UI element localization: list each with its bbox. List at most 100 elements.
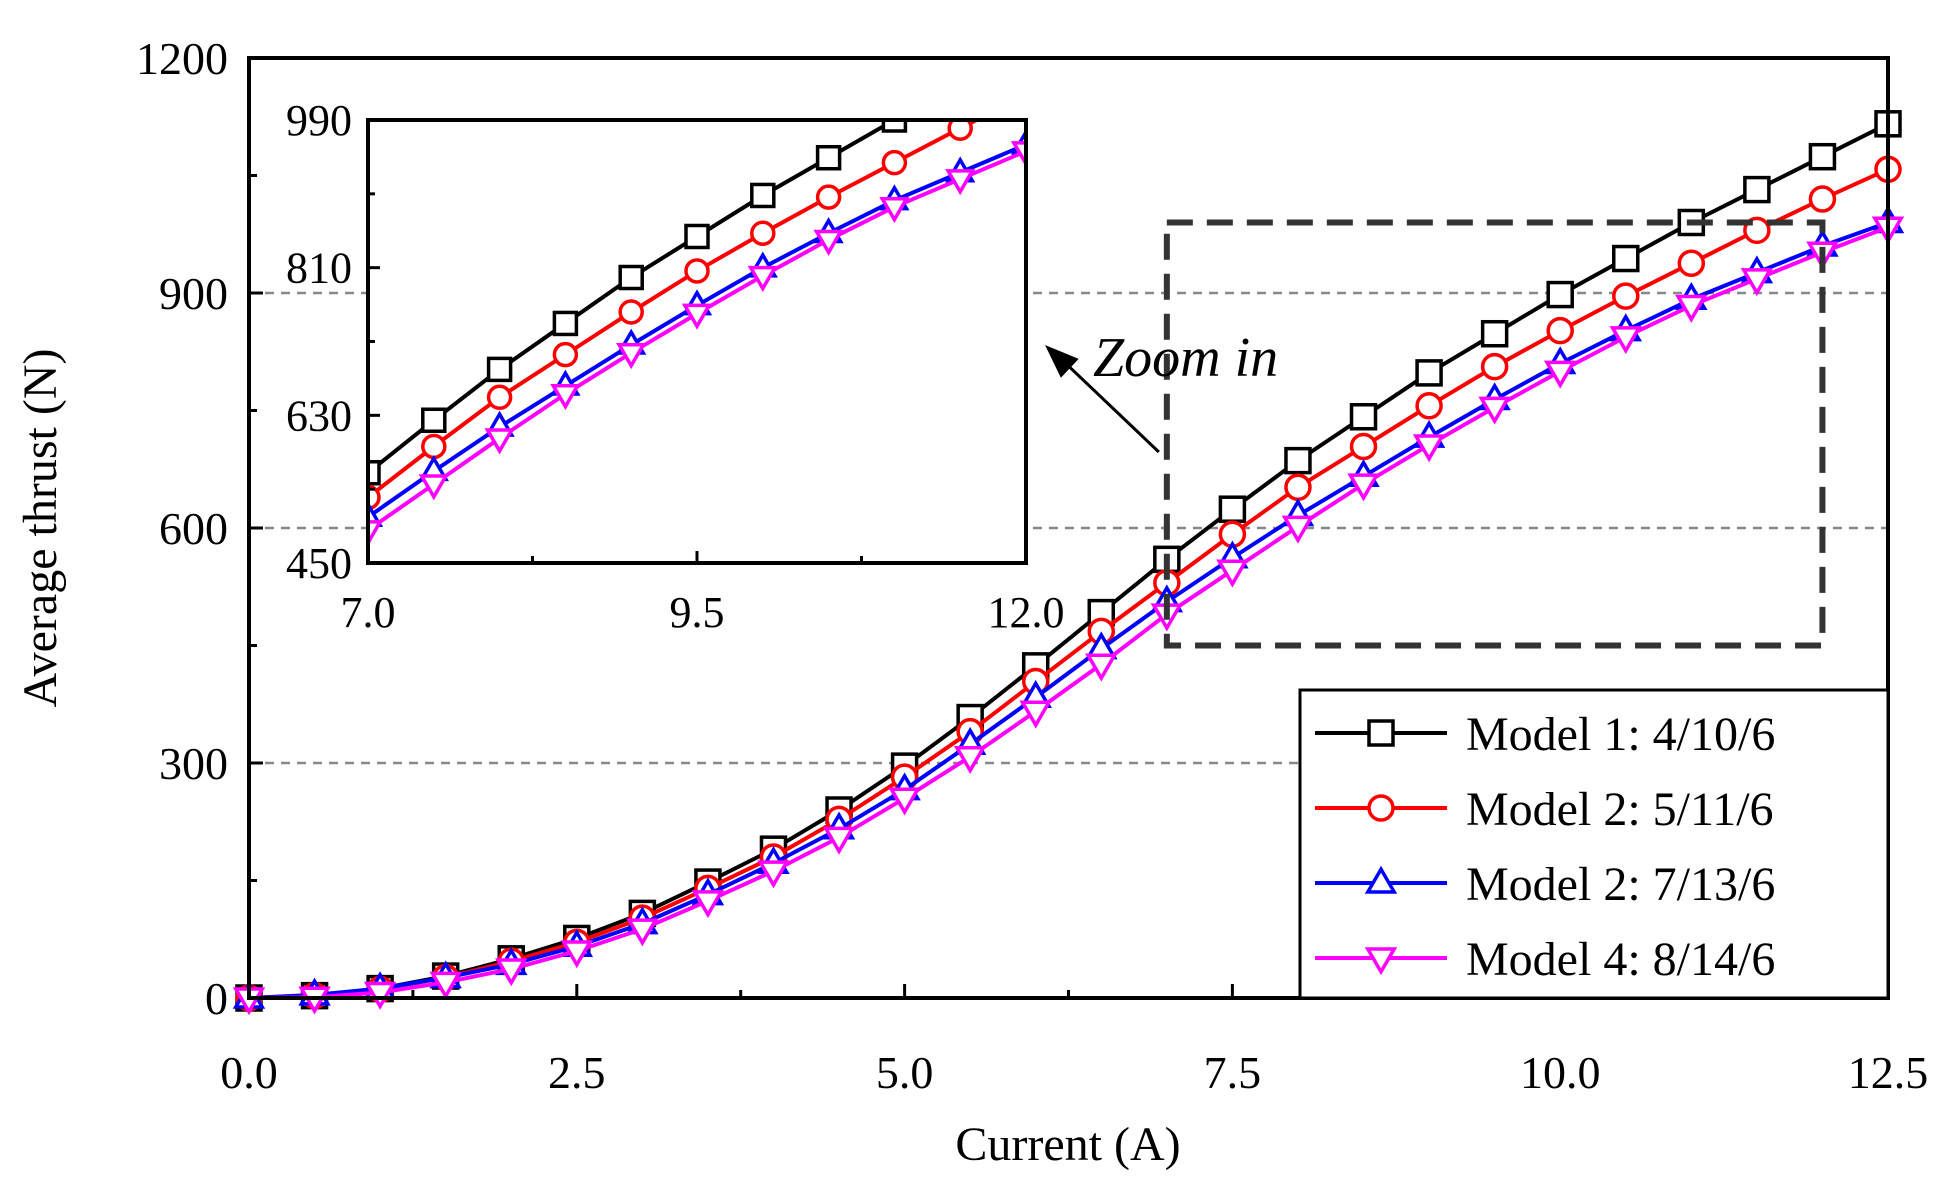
data-point [1677,249,1706,277]
x-tick-label: 5.0 [876,1047,934,1098]
inset-data-point [418,474,449,501]
data-point [822,826,856,855]
inset-data-point [421,433,447,460]
data-point [1612,282,1640,310]
x-tick-label: 0.0 [220,1047,278,1098]
data-point [953,745,987,775]
zoom-box [1163,219,1826,649]
inset-data-point [618,264,644,291]
inset-data-point [815,184,842,210]
data-point [888,787,921,816]
legend-entry-model-4-8-14-6: Model 4: 8/14/6 [1315,933,1775,986]
inset-ticks: 7.0 9.5 12.0 450 630 810 990 [286,96,1065,637]
legend-label: Model 4: 8/14/6 [1466,933,1775,986]
data-point [1740,268,1774,297]
inset-data-point [618,299,644,325]
inset-data-point [552,341,579,368]
zoom-arrowhead [1045,345,1079,378]
data-point [495,958,528,987]
inset-data-point [949,75,971,97]
inset-y-tick-label: 990 [286,96,352,145]
data-point [560,940,594,969]
data-point [1415,359,1443,387]
data-point [363,981,397,1010]
inset-data-point [881,149,908,176]
inset-data-point [552,310,579,337]
inset-data-point [616,342,647,370]
data-point [1480,352,1509,381]
data-point [1478,396,1511,425]
data-point [1347,473,1380,502]
inset-data-point [879,196,910,224]
x-tick-label: 2.5 [548,1047,606,1098]
data-point [1218,495,1247,523]
data-point [1019,700,1052,729]
data-point [1412,434,1446,463]
inset-y-tick-label: 810 [286,244,352,293]
x-tick-label: 12.5 [1848,1047,1929,1098]
data-point [1349,403,1378,431]
inset-data-point [550,384,581,411]
legend-entry-model-2-7-13-6: Model 2: 7/13/6 [1315,858,1775,911]
inset-data-point [681,303,713,330]
inset-data-point [368,520,384,547]
legend-marker [1367,794,1395,822]
data-point [626,918,659,947]
inset-series [368,75,1037,547]
inset-series-model-1-4-10-6 [368,75,971,486]
inset-data-point [750,220,776,246]
x-axis-title: Current (A) [955,1118,1180,1171]
data-point [1612,244,1640,273]
y-tick-label: 1200 [136,33,228,84]
inset-data-point [815,144,842,171]
inset-series-model-4-8-14-6 [368,141,1026,547]
legend-marker [1364,947,1398,976]
data-point [1349,432,1378,461]
y-tick-label: 900 [159,268,228,319]
data-point [1808,142,1837,171]
inset-data-point [945,169,976,196]
inset-data-point [881,120,908,133]
main-series [232,110,1905,1016]
data-point [1546,316,1574,345]
legend-entry-model-1-4-10-6: Model 1: 4/10/6 [1315,708,1775,761]
data-point [1281,515,1315,544]
y-tick-label: 300 [159,738,228,789]
zoom-label: Zoom in [1093,327,1278,389]
inset-data-point [947,120,973,141]
legend-items: Model 1: 4/10/6 Model 2: 5/11/6 Model 2: 7… [1315,708,1775,986]
inset-data-point [747,265,778,293]
y-axis-title: Average thrust (N) [14,349,67,708]
inset-y-tick-label: 630 [286,391,352,440]
inset-data-point [1010,141,1026,168]
inset-data-point [684,258,710,284]
inset-x-tick-label: 7.0 [341,588,396,637]
inset-data-point [1015,84,1037,106]
inset-y-tick-label: 450 [286,539,352,588]
data-point [429,971,462,1000]
inset-series-model-2-5-11-6 [368,84,1037,511]
data-point [1543,360,1577,389]
legend-marker [1367,719,1395,747]
data-point [1216,559,1249,588]
legend-entry-model-2-5-11-6: Model 2: 5/11/6 [1315,783,1774,836]
x-tick-label: 7.5 [1204,1047,1262,1098]
main-ticks: 0.0 2.5 5.0 7.5 10.0 12.5 0 300 600 900 1200 [136,33,1928,1098]
inset-x-tick-label: 9.5 [670,588,725,637]
data-point [1808,185,1837,213]
inset-x-tick-label: 12.0 [988,588,1065,637]
inset-data-point [684,223,710,250]
zoom-arrow [1057,355,1160,454]
data-point [691,890,725,919]
data-point [1480,319,1509,348]
inset-data-point [750,182,776,209]
data-point [757,860,790,889]
y-tick-label: 0 [205,973,228,1024]
legend-label: Model 2: 5/11/6 [1466,783,1774,836]
legend-label: Model 2: 7/13/6 [1466,858,1775,911]
legend-label: Model 1: 4/10/6 [1466,708,1775,761]
inset-data-point [421,407,447,434]
data-point [1284,473,1312,502]
legend-marker [1364,865,1398,894]
